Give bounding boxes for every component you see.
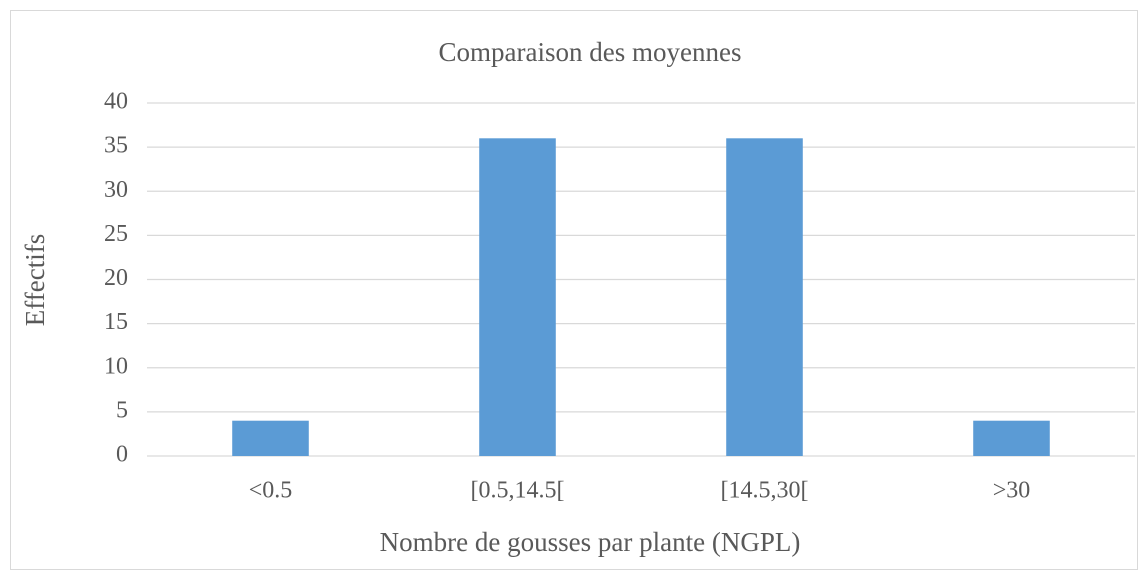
bar bbox=[232, 420, 309, 456]
x-tick-label: >30 bbox=[993, 478, 1031, 504]
x-tick-label: <0.5 bbox=[249, 478, 293, 504]
y-tick-label: 35 bbox=[104, 133, 128, 159]
y-tick-label: 25 bbox=[104, 221, 128, 247]
bar bbox=[479, 138, 556, 457]
y-tick-label: 40 bbox=[104, 89, 128, 115]
y-tick-label: 20 bbox=[104, 265, 128, 291]
x-axis-label: Nombre de gousses par plante (NGPL) bbox=[380, 527, 801, 557]
y-tick-label: 5 bbox=[116, 397, 128, 423]
chart-title: Comparaison des moyennes bbox=[439, 37, 742, 67]
x-tick-label: [0.5,14.5[ bbox=[471, 478, 565, 504]
y-tick-label: 0 bbox=[116, 442, 128, 468]
bar bbox=[973, 420, 1050, 456]
y-tick-label: 15 bbox=[104, 309, 128, 335]
x-tick-label: [14.5,30[ bbox=[721, 478, 809, 504]
y-tick-label: 10 bbox=[104, 353, 128, 379]
chart-border bbox=[10, 10, 1138, 570]
y-tick-label: 30 bbox=[104, 177, 128, 203]
bar bbox=[726, 138, 803, 457]
y-axis-label: Effectifs bbox=[20, 234, 50, 326]
